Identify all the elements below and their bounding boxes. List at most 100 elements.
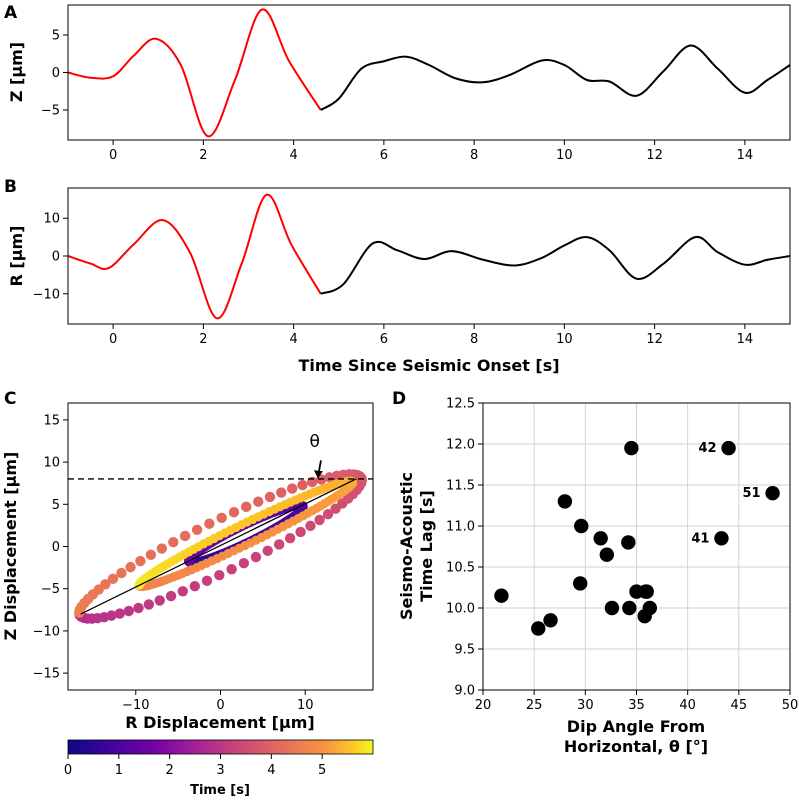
chart-d-point [543, 613, 558, 628]
particle-motion-point [116, 567, 127, 579]
chart-d-point [531, 621, 546, 636]
chart-d: 42 51 41 20 25 30 35 40 45 50 9.0 9.5 10.0 10.5 11.0 1… [397, 397, 798, 757]
chart-b-xtick-label: 12 [646, 332, 663, 347]
chart-b-xlabel: Time Since Seismic Onset [s] [298, 356, 559, 375]
chart-c-ylabel: Z Displacement [μm] [1, 452, 20, 641]
colorbar-tick-label: 0 [64, 763, 72, 778]
chart-d-point [765, 486, 780, 501]
panel-label-a: A [4, 3, 18, 23]
chart-a-xtick-label: 12 [646, 148, 663, 163]
chart-c-ytick-label: 10 [43, 456, 60, 471]
chart-d-point [593, 531, 608, 546]
chart-a-xtick-label: 10 [556, 148, 573, 163]
chart-a-xtick-label: 2 [199, 148, 207, 163]
chart-a-xtick-label: 8 [470, 148, 478, 163]
chart-c-frame [67, 402, 374, 691]
angle-label: θ [309, 432, 319, 452]
chart-d-xtick-label: 25 [526, 698, 543, 713]
chart-d-ytick-label: 12.5 [446, 397, 475, 412]
chart-d-point [642, 600, 658, 616]
particle-motion-point [106, 610, 117, 621]
chart-c-ytick-label: −15 [33, 667, 60, 682]
colorbar-tick-label: 2 [166, 763, 174, 778]
chart-d-point [557, 494, 573, 509]
chart-b-xtick-label: 10 [556, 332, 573, 347]
chart-a: 0 2 4 6 8 10 12 14 −5 0 5 Z [μm] [7, 4, 791, 163]
chart-d-xlabel-line2: Horizontal, θ [°] [564, 737, 708, 756]
particle-motion-point [168, 537, 179, 548]
chart-d-point [574, 518, 589, 534]
chart-d-ylabel-line2: Time Lag [s] [417, 490, 436, 602]
chart-d-point [714, 531, 729, 546]
chart-b-frame [67, 187, 791, 325]
chart-b-xtick-label: 8 [470, 332, 478, 347]
particle-motion-point [114, 608, 125, 619]
colorbar-tick-label: 5 [318, 763, 326, 778]
particle-motion-point [179, 530, 191, 542]
chart-d-xlabel-line1: Dip Angle From [567, 717, 705, 736]
particle-motion-point [295, 526, 306, 538]
particle-motion-point [226, 564, 237, 575]
particle-motion-point [123, 605, 134, 617]
particle-motion-point [253, 496, 264, 507]
particle-motion-point [133, 602, 144, 614]
particle-motion-point [276, 487, 287, 498]
particle-motion-point [165, 590, 177, 602]
chart-a-xtick-label: 14 [737, 148, 754, 163]
particle-motion-point [264, 491, 276, 503]
chart-a-xtick-label: 0 [109, 148, 117, 163]
colorbar [67, 739, 374, 755]
chart-a-xtick-label: 4 [289, 148, 297, 163]
particle-motion-point [145, 549, 157, 561]
chart-c-xlabel: R Displacement [μm] [125, 713, 314, 732]
particle-motion-point [191, 524, 203, 535]
chart-b-xtick-label: 2 [199, 332, 207, 347]
chart-d-point [621, 535, 636, 550]
chart-d-xtick-label: 35 [628, 698, 645, 713]
particle-motion-point [322, 508, 334, 520]
particle-motion-point [201, 575, 213, 587]
panel-label-d: D [392, 389, 406, 409]
panel-label-b: B [4, 177, 17, 197]
chart-d-ytick-label: 12.0 [446, 438, 475, 453]
chart-c-ytick-label: 0 [52, 540, 60, 555]
particle-motion-point [214, 569, 225, 581]
chart-b-xtick-label: 4 [289, 332, 297, 347]
chart-c-ytick-label: 15 [43, 413, 60, 428]
chart-d-ytick-label: 9.5 [454, 643, 475, 658]
particle-motion-point [228, 506, 240, 518]
particle-motion-point [216, 512, 227, 524]
particle-motion-point [297, 479, 308, 491]
particle-motion-point [262, 545, 273, 556]
chart-a-ytick-label: −5 [41, 104, 60, 119]
chart-a-ytick-label: 0 [52, 66, 60, 81]
chart-d-point [599, 547, 615, 562]
colorbar-label: Time [s] [190, 783, 250, 798]
colorbar-tick-label: 1 [115, 763, 123, 778]
particle-motion-point [286, 483, 298, 494]
chart-a-frame [67, 4, 791, 141]
chart-d-ytick-label: 11.0 [446, 520, 475, 535]
particle-motion-point [135, 555, 146, 567]
chart-a-ytick-label: 5 [52, 29, 60, 44]
chart-d-xtick-label: 45 [731, 698, 748, 713]
chart-d-xtick-label: 30 [577, 698, 594, 713]
chart-d-point [604, 600, 620, 616]
chart-a-xtick-label: 6 [380, 148, 388, 163]
chart-d-ytick-label: 10.0 [446, 602, 475, 617]
chart-d-ytick-label: 11.5 [446, 479, 475, 494]
panel-label-c: C [4, 389, 16, 409]
particle-motion-point [250, 551, 262, 563]
chart-d-ytick-label: 9.0 [454, 684, 475, 699]
chart-a-ylabel: Z [μm] [7, 42, 26, 102]
chart-d-point [494, 588, 509, 603]
chart-c-xtick-label: 10 [297, 698, 314, 713]
chart-d-point [573, 576, 588, 591]
chart-b-onset-line [68, 193, 322, 320]
chart-c-ytick-label: 5 [52, 498, 60, 513]
chart-b-xtick-label: 6 [380, 332, 388, 347]
chart-d-xtick-label: 40 [679, 698, 696, 713]
chart-a-series-line [320, 44, 790, 111]
particle-motion-point [156, 543, 168, 554]
